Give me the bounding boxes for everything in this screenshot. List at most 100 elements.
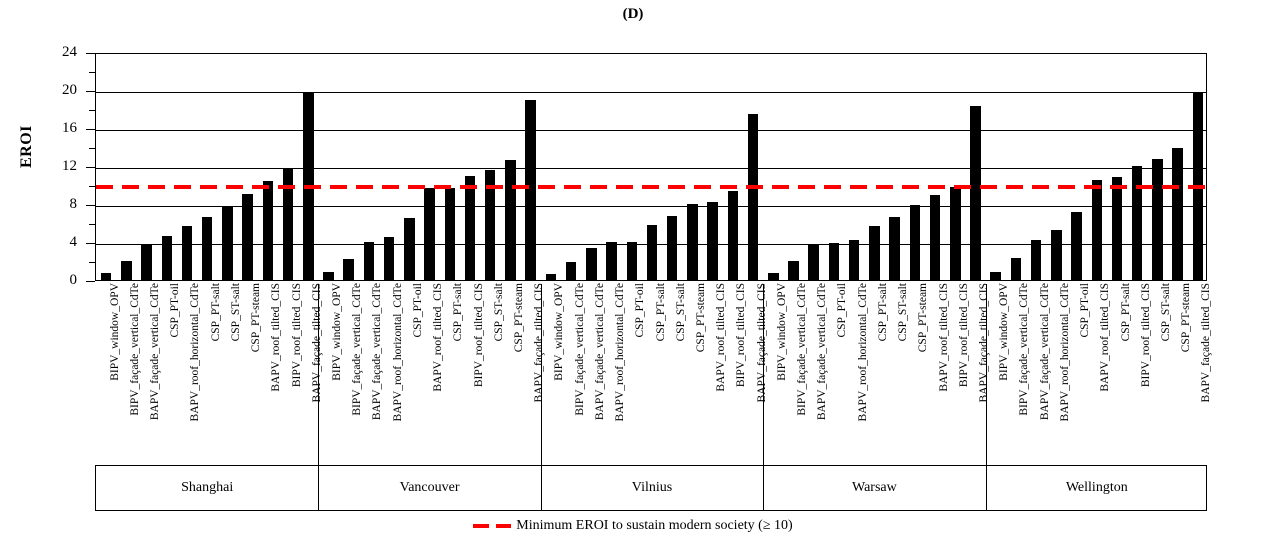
bar [424,187,435,280]
bar [100,273,112,280]
y-axis-ticks: 0 4 8 12 16 20 24 [0,0,95,546]
group-separator [763,284,765,510]
category-label: CSP_PT-salt [654,283,667,342]
bar [141,243,152,280]
category-label: BIPV_façade_vertical_CdTe [573,283,586,416]
category-label: BAPV_façade_vertical_CdTe [816,283,829,421]
group-separator [985,284,987,510]
bar [121,261,132,280]
bar [950,186,961,280]
y-tick-mark-major [86,167,95,168]
legend-label-threshold: Minimum EROI to sustain modern society (… [516,518,793,533]
y-tick-label: 4 [69,234,78,250]
bar [1111,177,1123,280]
category-label: BAPV_roof_horizontal_CdTe [189,283,202,422]
y-tick-mark-minor [89,110,95,111]
group-label-vancouver: Vancouver [399,480,460,495]
category-label: CSP_PT-oil [1079,283,1092,338]
category-label: BAPV_roof_horizontal_CdTe [614,283,627,422]
category-label: CSP_PT-oil [411,283,424,338]
bar [363,242,375,280]
category-label: CSP_PT-salt [1119,283,1132,342]
category-label: CSP_ST-salt [897,283,910,342]
bar [1071,211,1082,280]
bar [646,224,658,280]
y-tick-mark-major [86,53,95,54]
category-label: BAPV_façade_vertical_CdTe [149,283,162,421]
gridline [96,130,1206,131]
bar [788,261,799,280]
y-tick-mark-major [86,243,95,244]
y-tick-label: 12 [62,158,77,174]
category-label: BIPV_roof_tilted_CIS [735,283,748,388]
category-label: CSP_PT-salt [209,283,222,342]
bar [201,217,213,280]
gridline [96,168,1206,169]
bar [768,273,779,280]
y-tick-label: 16 [62,120,77,136]
bar [1010,258,1022,280]
bar [1051,229,1062,280]
category-label: BIPV_window_OPV [775,283,788,381]
category-label: BIPV_roof_tilted_CIS [957,283,970,388]
category-label: CSP_PT-oil [836,283,849,338]
category-label: BAPV_roof_horizontal_CdTe [856,283,869,422]
category-label: BAPV_roof_horizontal_CdTe [1058,283,1071,422]
bar [666,216,678,280]
category-label: BAPV_façade_vertical_CdTe [371,283,384,421]
bar [586,247,597,280]
gridline [96,92,1206,93]
bar [970,106,981,280]
category-label: BIPV_window_OPV [998,283,1011,381]
category-label: BAPV_roof_tilted_CIS [432,283,445,392]
y-tick-label: 24 [62,44,77,60]
bar [889,217,900,280]
category-label: CSP_ST-salt [674,283,687,342]
legend: Minimum EROI to sustain modern society (… [0,518,1266,534]
bar [1172,147,1183,280]
y-tick-label: 20 [62,82,77,98]
category-label: BAPV_façade_vertical_CdTe [1038,283,1051,421]
y-tick-mark-minor [89,262,95,263]
category-axis-labels: BIPV_window_OPV BIPV_façade_vertical_CdTe… [95,283,1213,465]
group-label-warsaw: Warsaw [852,480,897,495]
bars-layer [96,54,1206,280]
category-label: BIPV_façade_vertical_CdTe [351,283,364,416]
category-label: BAPV_roof_tilted_CIS [715,283,728,392]
bar [343,259,354,280]
group-label-shanghai: Shanghai [181,480,234,495]
group-label-band: Shanghai Vancouver Vilnius Warsaw Wellington [95,284,1207,511]
category-label: CSP_ST-salt [229,283,242,342]
y-tick-mark-minor [89,186,95,187]
category-label: BAPV_roof_tilted_CIS [1099,283,1112,392]
category-label: CSP_ST-salt [1159,283,1172,342]
bar [161,236,172,280]
bar [848,240,860,280]
bar [525,99,536,280]
category-label: BIPV_window_OPV [331,283,343,381]
group-label-vilnius: Vilnius [631,480,673,495]
bar [727,190,739,280]
bar [242,193,253,280]
bar [404,218,415,280]
category-label: BIPV_façade_vertical_CdTe [1018,283,1031,416]
bar [747,113,759,280]
category-label: CSP_PT-steam [917,283,930,353]
bar [990,272,1001,280]
bar [707,202,718,280]
bar [1030,240,1042,280]
category-label: CSP_PT-oil [634,283,647,338]
bar [626,242,638,280]
category-label: BIPV_façade_vertical_CdTe [128,283,141,416]
bar [606,242,617,280]
gridline [96,206,1206,207]
bar [1152,159,1163,280]
y-tick-mark-major [86,281,95,282]
category-label: CSP_PT-salt [452,283,465,342]
bar [464,175,476,280]
bar [828,242,840,280]
bar [929,195,941,280]
group-separator [318,284,320,510]
y-tick-mark-minor [89,72,95,73]
